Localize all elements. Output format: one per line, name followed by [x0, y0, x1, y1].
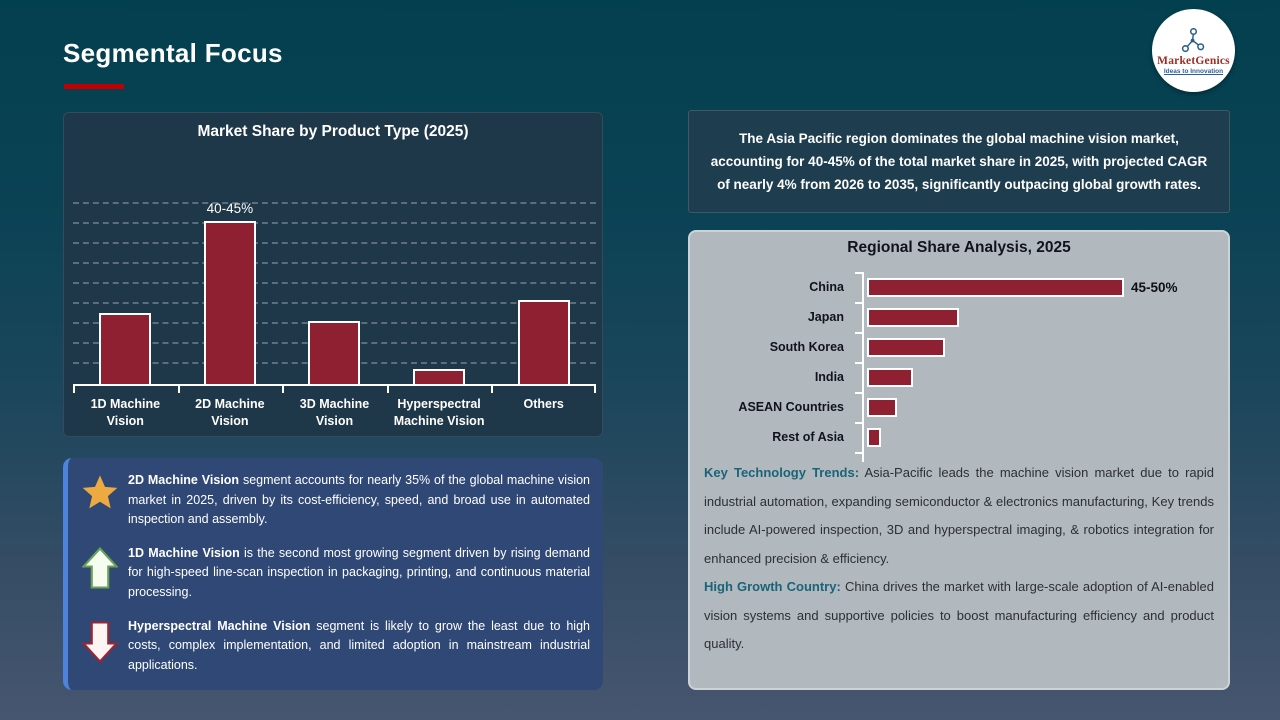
gridline: [73, 202, 596, 204]
axis-tick: [855, 452, 862, 454]
insight-lead: 1D Machine Vision: [128, 545, 240, 560]
bar-3d-machine-vision: [308, 321, 361, 384]
axis-tick: [282, 386, 284, 393]
bar-value-label: 40-45%: [206, 201, 254, 216]
gridline: [73, 302, 596, 304]
region-row-south-korea: South Korea: [690, 332, 1228, 362]
bar-slot: [491, 177, 596, 384]
xlabel-others: Others: [523, 397, 564, 411]
gridline: [73, 222, 596, 224]
note-body: China drives the market with large-scale…: [704, 579, 1214, 651]
note-growth: High Growth Country: China drives the ma…: [704, 573, 1214, 659]
bars-row: 40-45%: [73, 177, 596, 384]
product-chart-panel: Market Share by Product Type (2025) 40-4…: [63, 112, 603, 437]
note-trends: Key Technology Trends: Asia-Pacific lead…: [704, 459, 1214, 573]
bar-slot: [73, 177, 178, 384]
note-body: Asia-Pacific leads the machine vision ma…: [704, 465, 1214, 566]
product-chart-plot: 40-45%: [73, 177, 596, 393]
molecule-icon: [1181, 27, 1205, 52]
insight-body: segment accounts for nearly 35% of the g…: [128, 473, 591, 526]
bar-rest-of-asia: [867, 427, 881, 447]
arrow-down-icon: [72, 617, 128, 664]
region-label: ASEAN Countries: [738, 400, 844, 414]
regional-panel: Regional Share Analysis, 2025 China 45-50…: [688, 230, 1230, 690]
insight-lead: 2D Machine Vision: [128, 473, 240, 487]
regional-chart-axis: [862, 272, 864, 462]
note-lead: Key Technology Trends:: [704, 465, 860, 480]
xlabel-3d-machine-vision: 3D Machine Vision: [299, 397, 370, 428]
region-label: Japan: [807, 310, 844, 324]
bar-value-label: 45-50%: [1131, 279, 1178, 295]
region-label: India: [814, 370, 844, 384]
bar-japan: [867, 307, 959, 327]
brand-tagline: Ideas to Innovation: [1163, 67, 1224, 75]
page-title: Segmental Focus: [63, 38, 283, 68]
axis-tick: [387, 386, 389, 393]
bar-south-korea: [867, 337, 945, 357]
bar-slot: 40-45%: [178, 177, 283, 384]
axis-tick: [594, 386, 596, 393]
region-label: Rest of Asia: [772, 430, 844, 444]
insight-body: segment is likely to grow the least due …: [128, 618, 590, 672]
arrow-up-icon: [72, 544, 128, 589]
brand-name: MarketGenics: [1157, 54, 1230, 67]
axis-tick: [855, 332, 862, 334]
insight-lead: Hyperspectral Machine Vision: [128, 618, 311, 633]
note-lead: High Growth Country:: [704, 579, 841, 594]
apac-callout-text: The Asia Pacific region dominates the gl…: [710, 131, 1208, 192]
insight-text: 2D Machine Vision segment accounts for n…: [128, 471, 590, 530]
region-label: China: [809, 280, 844, 294]
region-row-china: China 45-50%: [690, 272, 1228, 302]
bar-india: [867, 367, 913, 387]
insight-body: is the second most growing segment drive…: [128, 545, 591, 599]
gridline: [73, 262, 596, 264]
insight-row-1d: 1D Machine Vision is the second most gro…: [72, 544, 590, 603]
region-row-rest-of-asia: Rest of Asia: [690, 422, 1228, 452]
xlabel-2d-machine-vision: 2D Machine Vision: [195, 397, 265, 428]
apac-callout-panel: The Asia Pacific region dominates the gl…: [688, 110, 1230, 213]
bar-2d-machine-vision: [203, 221, 256, 384]
bar-others: [517, 300, 570, 384]
xlabel-1d-machine-vision: 1D Machine Vision: [90, 397, 161, 428]
axis-tick: [855, 272, 862, 274]
region-row-japan: Japan: [690, 302, 1228, 332]
axis-tick: [855, 302, 862, 304]
insight-text: Hyperspectral Machine Vision segment is …: [128, 617, 590, 676]
axis-tick: [855, 422, 862, 424]
gridline: [73, 282, 596, 284]
product-chart-title: Market Share by Product Type (2025): [197, 123, 469, 140]
insight-row-hyperspectral: Hyperspectral Machine Vision segment is …: [72, 617, 590, 676]
gridline: [73, 242, 596, 244]
bar-slot: [282, 177, 387, 384]
regional-chart-plot: China 45-50% Japan South Korea India ASEAN Co…: [690, 272, 1228, 466]
axis-tick: [855, 362, 862, 364]
insights-panel: 2D Machine Vision segment accounts for n…: [63, 458, 603, 690]
bar-1d-machine-vision: [99, 313, 152, 384]
title-underline: [64, 84, 124, 89]
bar-china: [867, 277, 1124, 297]
region-row-india: India: [690, 362, 1228, 392]
star-icon: [72, 471, 128, 512]
region-row-asean-countries: ASEAN Countries: [690, 392, 1228, 422]
axis-tick: [73, 386, 75, 393]
regional-chart-title: Regional Share Analysis, 2025: [847, 239, 1071, 256]
axis-tick: [855, 392, 862, 394]
product-chart-xlabels: 1D Machine Vision 2D Machine Vision 3D Mac…: [73, 396, 596, 430]
brand-logo: MarketGenics Ideas to Innovation: [1152, 9, 1235, 92]
bar-hyperspectral-machine-vision: [413, 369, 466, 384]
bar-asean-countries: [867, 397, 897, 417]
bar-slot: [387, 177, 492, 384]
insight-row-2d: 2D Machine Vision segment accounts for n…: [72, 471, 590, 530]
region-label: South Korea: [769, 340, 844, 354]
insight-text: 1D Machine Vision is the second most gro…: [128, 544, 590, 603]
regional-notes: Key Technology Trends: Asia-Pacific lead…: [704, 459, 1214, 659]
xlabel-hyperspectral-machine-vision: Hyperspectral Machine Vision: [393, 397, 485, 428]
axis-tick: [491, 386, 493, 393]
axis-tick: [178, 386, 180, 393]
